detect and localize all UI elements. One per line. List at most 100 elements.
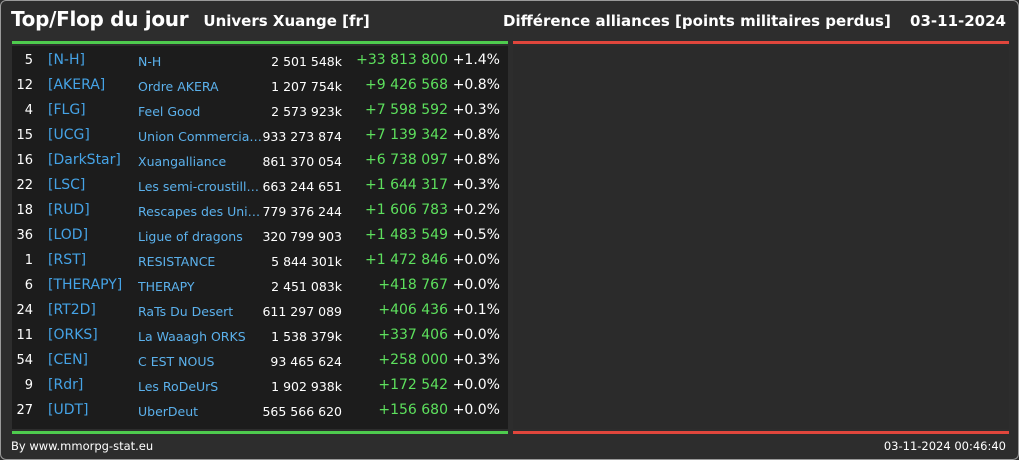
alliance-points: 663 244 651 — [262, 179, 342, 194]
alliance-diff: +172 542 — [378, 377, 448, 393]
alliance-name-link[interactable]: Rescapes des Univ... — [138, 204, 262, 219]
alliance-diff-percent: +0.0% — [452, 377, 500, 393]
alliance-points: 2 573 923k — [271, 104, 342, 119]
header-left: Top/Flop du jour Univers Xuange [fr] — [11, 7, 370, 31]
alliance-name-link[interactable]: THERAPY — [138, 279, 195, 294]
alliance-diff: +418 767 — [378, 277, 448, 293]
flop-panel — [513, 46, 1009, 429]
alliance-name-link[interactable]: RaTs Du Desert — [138, 304, 234, 319]
list-item: 4 [FLG] Feel Good 2 573 923k +7 598 592 +0.3% — [12, 98, 508, 123]
alliance-tag-link[interactable]: [FLG] — [48, 102, 86, 118]
alliance-name-link[interactable]: Les semi-croustilla... — [138, 179, 262, 194]
alliance-tag-link[interactable]: [N-H] — [48, 52, 85, 68]
universe-label: Univers Xuange [fr] — [203, 12, 370, 30]
list-item: 6 [THERAPY] THERAPY 2 451 083k +418 767 +0.0% — [12, 273, 508, 298]
bottom-divider-red — [513, 431, 1009, 434]
alliance-tag-link[interactable]: [Rdr] — [48, 377, 84, 393]
alliance-diff-percent: +0.2% — [452, 202, 500, 218]
list-item: 36 [LOD] Ligue of dragons 320 799 903 +1 483… — [12, 223, 508, 248]
alliance-diff-percent: +0.0% — [452, 402, 500, 418]
alliance-diff-percent: +0.0% — [452, 327, 500, 343]
alliance-diff-percent: +0.3% — [452, 177, 500, 193]
alliance-name-link[interactable]: Feel Good — [138, 104, 201, 119]
list-item: 24 [RT2D] RaTs Du Desert 611 297 089 +406 43… — [12, 298, 508, 323]
alliance-diff-percent: +0.8% — [452, 127, 500, 143]
stat-label: Différence alliances [points militaires … — [503, 12, 891, 30]
bottom-divider-green — [12, 431, 508, 434]
header-right: Différence alliances [points militaires … — [503, 12, 1006, 30]
alliance-diff-percent: +0.8% — [452, 77, 500, 93]
alliance-tag-link[interactable]: [DarkStar] — [48, 152, 121, 168]
list-item: 11 [ORKS] La Waaagh ORKS 1 538 379k +337 406… — [12, 323, 508, 348]
alliance-points: 565 566 620 — [262, 404, 342, 419]
alliance-points: 611 297 089 — [262, 304, 342, 319]
alliance-rank: 36 — [16, 228, 33, 243]
alliance-name-link[interactable]: RESISTANCE — [138, 254, 216, 269]
alliance-name-link[interactable]: N-H — [138, 54, 162, 69]
alliance-diff: +337 406 — [378, 327, 448, 343]
alliance-points: 1 207 754k — [271, 79, 342, 94]
alliance-points: 2 501 548k — [271, 54, 342, 69]
alliance-tag-link[interactable]: [RT2D] — [48, 302, 96, 318]
alliance-rank: 11 — [16, 328, 33, 343]
list-item: 27 [UDT] UberDeut 565 566 620 +156 680 +0.0% — [12, 398, 508, 423]
alliance-tag-link[interactable]: [THERAPY] — [48, 277, 123, 293]
list-item: 22 [LSC] Les semi-croustilla... 663 244 651… — [12, 173, 508, 198]
alliance-diff: +1 606 783 — [365, 202, 448, 218]
alliance-points: 861 370 054 — [262, 154, 342, 169]
alliance-diff: +1 644 317 — [365, 177, 448, 193]
alliance-points: 1 902 938k — [271, 379, 342, 394]
alliance-points: 5 844 301k — [271, 254, 342, 269]
alliance-rank: 54 — [16, 353, 33, 368]
list-item: 12 [AKERA] Ordre AKERA 1 207 754k +9 426 568… — [12, 73, 508, 98]
alliance-name-link[interactable]: Ordre AKERA — [138, 79, 219, 94]
list-item: 5 [N-H] N-H 2 501 548k +33 813 800 +1.4% — [12, 48, 508, 73]
alliance-diff: +1 483 549 — [365, 227, 448, 243]
page-title: Top/Flop du jour — [11, 7, 189, 31]
alliance-points: 779 376 244 — [262, 204, 342, 219]
alliance-rank: 5 — [24, 53, 33, 68]
alliance-diff-percent: +1.4% — [452, 52, 500, 68]
footer-credit: By www.mmorpg-stat.eu — [11, 439, 154, 453]
alliance-points: 1 538 379k — [271, 329, 342, 344]
alliance-tag-link[interactable]: [ORKS] — [48, 327, 98, 343]
alliance-rank: 24 — [16, 303, 33, 318]
alliance-diff: +7 139 342 — [365, 127, 448, 143]
alliance-name-link[interactable]: Les RoDeUrS — [138, 379, 219, 394]
alliance-diff: +156 680 — [378, 402, 448, 418]
alliance-diff: +6 738 097 — [365, 152, 448, 168]
alliance-diff: +1 472 846 — [365, 252, 448, 268]
list-item: 1 [RST] RESISTANCE 5 844 301k +1 472 846 +0.0… — [12, 248, 508, 273]
alliance-name-link[interactable]: Union Commerciale... — [138, 129, 262, 144]
alliance-name-link[interactable]: C EST NOUS — [138, 354, 215, 369]
alliance-rank: 22 — [16, 178, 33, 193]
alliance-diff: +9 426 568 — [365, 77, 448, 93]
alliance-tag-link[interactable]: [RUD] — [48, 202, 90, 218]
alliance-diff: +258 000 — [378, 352, 448, 368]
top-panel: 5 [N-H] N-H 2 501 548k +33 813 800 +1.4% 12 [AK… — [12, 46, 508, 429]
alliance-name-link[interactable]: Ligue of dragons — [138, 229, 243, 244]
alliance-rank: 6 — [24, 278, 33, 293]
alliance-diff-percent: +0.8% — [452, 152, 500, 168]
alliance-rank: 27 — [16, 403, 33, 418]
alliance-tag-link[interactable]: [UDT] — [48, 402, 89, 418]
alliance-name-link[interactable]: Xuangalliance — [138, 154, 227, 169]
alliance-tag-link[interactable]: [LSC] — [48, 177, 86, 193]
alliance-rank: 15 — [16, 128, 33, 143]
alliance-diff-percent: +0.3% — [452, 352, 500, 368]
alliance-name-link[interactable]: La Waaagh ORKS — [138, 329, 246, 344]
alliance-name-link[interactable]: UberDeut — [138, 404, 199, 419]
alliance-tag-link[interactable]: [UCG] — [48, 127, 90, 143]
alliance-diff-percent: +0.1% — [452, 302, 500, 318]
alliance-points: 320 799 903 — [262, 229, 342, 244]
alliance-tag-link[interactable]: [CEN] — [48, 352, 89, 368]
alliance-tag-link[interactable]: [LOD] — [48, 227, 89, 243]
alliance-tag-link[interactable]: [AKERA] — [48, 77, 106, 93]
alliance-diff: +33 813 800 — [356, 52, 448, 68]
alliance-diff-percent: +0.0% — [452, 277, 500, 293]
alliance-diff-percent: +0.5% — [452, 227, 500, 243]
list-item: 54 [CEN] C EST NOUS 93 465 624 +258 000 +0.3% — [12, 348, 508, 373]
alliance-tag-link[interactable]: [RST] — [48, 252, 87, 268]
alliance-points: 93 465 624 — [270, 354, 342, 369]
